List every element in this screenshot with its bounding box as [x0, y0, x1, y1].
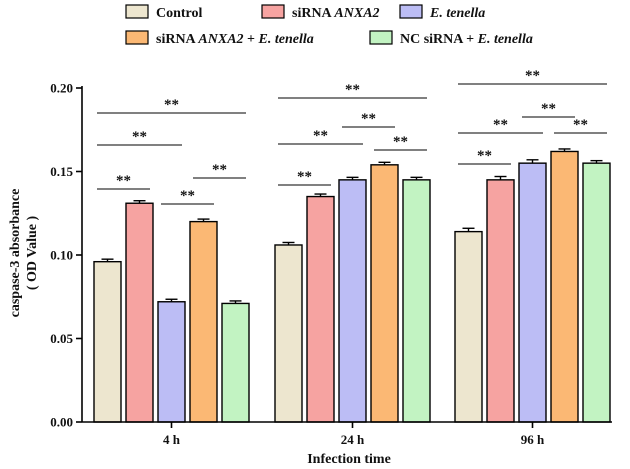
x-axis-title: Infection time — [307, 452, 391, 467]
y-tick-label: 0.05 — [50, 331, 73, 346]
bar — [518, 162, 547, 423]
bar — [306, 195, 335, 423]
significance-annotations: ****************************** — [97, 68, 607, 205]
significance-label: ** — [541, 101, 556, 117]
significance-label: ** — [297, 169, 312, 185]
significance-label: ** — [393, 134, 408, 150]
significance-label: ** — [573, 117, 588, 133]
legend-label: Control — [156, 6, 203, 21]
legend-swatch — [399, 4, 423, 19]
x-tick-label: 4 h — [163, 432, 181, 447]
y-tick-label: 0.20 — [50, 81, 73, 96]
bar — [550, 150, 579, 423]
legend-label: NC siRNA + E. tenella — [400, 32, 533, 47]
bar — [189, 220, 218, 423]
legend: Control siRNA ANXA2 E. tenella siRNA ANXA2 … — [125, 4, 533, 47]
legend-swatch — [125, 4, 149, 19]
significance-label: ** — [132, 129, 147, 145]
legend-label: E. tenella — [429, 6, 485, 21]
y-tick-label: 0.00 — [50, 415, 73, 430]
axes: caspase-3 absorbance ( OD Value ) Infect… — [8, 81, 612, 467]
legend-swatch — [125, 30, 149, 45]
significance-label: ** — [493, 117, 508, 133]
significance-label: ** — [164, 97, 179, 113]
bar — [221, 302, 250, 423]
x-tick-label: 24 h — [341, 432, 365, 447]
y-tick-label: 0.10 — [50, 248, 73, 263]
significance-label: ** — [180, 188, 195, 204]
significance-label: ** — [477, 148, 492, 164]
significance-label: ** — [345, 82, 360, 98]
significance-label: ** — [116, 173, 131, 189]
y-tick-label: 0.15 — [50, 164, 73, 179]
legend-swatch — [369, 30, 393, 45]
bar — [125, 202, 154, 423]
significance-label: ** — [212, 162, 227, 178]
legend-label: siRNA ANXA2 — [292, 6, 380, 21]
legend-swatch — [261, 4, 285, 19]
bar — [454, 230, 483, 423]
bar — [582, 162, 611, 423]
bar — [157, 301, 186, 423]
legend-label: siRNA ANXA2 + E. tenella — [156, 32, 314, 47]
bar — [402, 179, 431, 423]
significance-label: ** — [361, 111, 376, 127]
bars — [93, 148, 611, 423]
bar — [274, 244, 303, 423]
x-tick-label: 96 h — [521, 432, 545, 447]
y-axis-title: caspase-3 absorbance — [8, 189, 23, 318]
y-axis-subtitle: ( OD Value ) — [25, 216, 40, 291]
bar — [93, 260, 122, 423]
significance-label: ** — [525, 68, 540, 84]
bar — [486, 179, 515, 423]
bar — [370, 164, 399, 423]
significance-label: ** — [313, 128, 328, 144]
bar — [338, 179, 367, 423]
